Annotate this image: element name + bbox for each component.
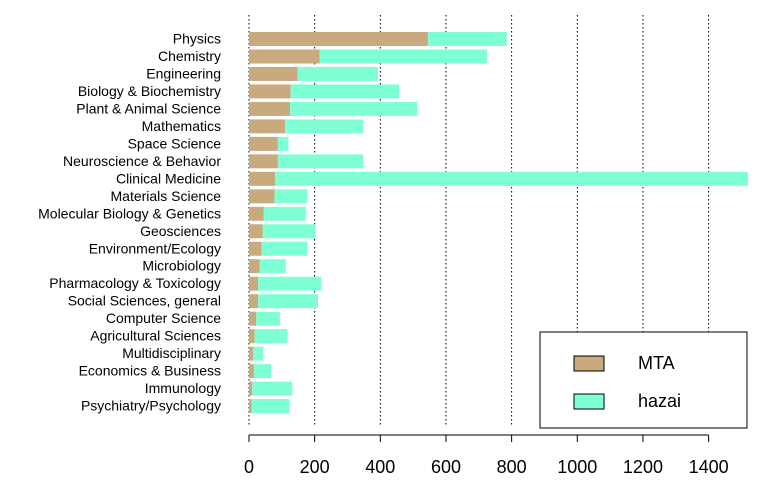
- bar-mta-pharmacology-toxicology: [249, 276, 259, 291]
- x-tick-label-1000: 1000: [557, 457, 597, 477]
- bar-mta-psychiatry-psychology: [249, 399, 252, 414]
- bar-hazai-social-sciences-general: [258, 294, 318, 309]
- bar-mta-neuroscience-behavior: [249, 154, 278, 169]
- category-label-biology-biochemistry: Biology & Biochemistry: [78, 83, 221, 99]
- category-label-social-sciences-general: Social Sciences, general: [68, 293, 221, 309]
- category-label-molecular-biology-genetics: Molecular Biology & Genetics: [38, 205, 221, 221]
- bar-mta-agricultural-sciences: [249, 329, 255, 344]
- bar-mta-biology-biochemistry: [249, 84, 291, 99]
- category-label-multidisciplinary: Multidisciplinary: [122, 345, 221, 361]
- legend-swatch-hazai: [573, 393, 605, 410]
- legend-swatch-mta: [573, 355, 605, 372]
- category-label-plant-animal-science: Plant & Animal Science: [76, 100, 221, 116]
- legend-label-mta: MTA: [638, 353, 675, 373]
- bar-hazai-molecular-biology-genetics: [263, 206, 306, 221]
- x-tick-label-0: 0: [244, 457, 254, 477]
- bar-mta-physics: [249, 32, 428, 46]
- bar-hazai-agricultural-sciences: [254, 329, 288, 344]
- bar-mta-chemistry: [249, 49, 320, 64]
- category-label-chemistry: Chemistry: [158, 48, 221, 64]
- category-label-agricultural-sciences: Agricultural Sciences: [90, 328, 221, 344]
- bar-hazai-computer-science: [256, 311, 280, 326]
- category-label-mathematics: Mathematics: [142, 118, 221, 134]
- x-axis: 0 200 400 600 800 1000 1200 1400: [244, 434, 729, 477]
- bar-hazai-space-science: [277, 136, 289, 151]
- category-label-engineering: Engineering: [146, 65, 221, 81]
- bar-hazai-economics-business: [253, 364, 271, 379]
- bar-hazai-multidisciplinary: [252, 346, 264, 361]
- x-tick-label-200: 200: [300, 457, 330, 477]
- category-label-materials-science: Materials Science: [111, 188, 222, 204]
- bars: [249, 32, 748, 414]
- bar-mta-environment-ecology: [249, 241, 262, 256]
- category-label-neuroscience-behavior: Neuroscience & Behavior: [63, 153, 221, 169]
- bar-hazai-chemistry: [319, 49, 488, 64]
- bar-mta-geosciences: [249, 224, 263, 239]
- bar-hazai-clinical-medicine: [275, 171, 748, 186]
- bar-hazai-microbiology: [259, 259, 286, 274]
- legend-label-hazai: hazai: [638, 391, 681, 411]
- bar-hazai-immunology: [252, 381, 293, 396]
- bar-mta-space-science: [249, 136, 278, 151]
- bar-mta-economics-business: [249, 364, 254, 379]
- grid-lines: [248, 15, 710, 427]
- bar-hazai-physics: [427, 32, 507, 46]
- category-label-geosciences: Geosciences: [140, 223, 221, 239]
- category-label-psychiatry-psychology: Psychiatry/Psychology: [81, 398, 221, 414]
- bar-mta-immunology: [249, 381, 253, 396]
- bar-hazai-pharmacology-toxicology: [258, 276, 322, 291]
- bar-hazai-geosciences: [262, 224, 316, 239]
- bar-hazai-plant-animal-science: [290, 101, 418, 116]
- bar-mta-social-sciences-general: [249, 294, 259, 309]
- category-label-clinical-medicine: Clinical Medicine: [116, 170, 221, 186]
- category-label-microbiology: Microbiology: [142, 258, 221, 274]
- category-label-computer-science: Computer Science: [106, 310, 221, 326]
- bar-mta-computer-science: [249, 311, 257, 326]
- bar-mta-plant-animal-science: [249, 101, 291, 116]
- bar-mta-clinical-medicine: [249, 171, 276, 186]
- category-label-pharmacology-toxicology: Pharmacology & Toxicology: [49, 275, 221, 291]
- bar-hazai-materials-science: [274, 189, 308, 204]
- x-tick-label-1200: 1200: [623, 457, 663, 477]
- category-label-immunology: Immunology: [145, 380, 221, 396]
- category-label-space-science: Space Science: [128, 135, 222, 151]
- bar-mta-molecular-biology-genetics: [249, 206, 264, 221]
- bar-mta-mathematics: [249, 119, 286, 134]
- x-tick-label-800: 800: [497, 457, 527, 477]
- bar-hazai-engineering: [297, 66, 379, 81]
- x-tick-label-600: 600: [431, 457, 461, 477]
- legend: MTA hazai: [539, 331, 748, 429]
- bar-hazai-mathematics: [285, 119, 364, 134]
- bar-mta-materials-science: [249, 189, 275, 204]
- bar-hazai-psychiatry-psychology: [251, 399, 290, 414]
- category-label-economics-business: Economics & Business: [79, 363, 221, 379]
- x-tick-label-1400: 1400: [689, 457, 729, 477]
- bar-mta-engineering: [249, 66, 298, 81]
- bar-hazai-environment-ecology: [261, 241, 308, 256]
- bar-hazai-biology-biochemistry: [290, 84, 400, 99]
- legend-box: [539, 331, 748, 429]
- category-label-physics: Physics: [173, 31, 221, 47]
- bar-mta-multidisciplinary: [249, 346, 253, 361]
- bar-hazai-neuroscience-behavior: [277, 154, 364, 169]
- category-label-environment-ecology: Environment/Ecology: [89, 240, 221, 256]
- x-tick-label-400: 400: [365, 457, 395, 477]
- bar-mta-microbiology: [249, 259, 260, 274]
